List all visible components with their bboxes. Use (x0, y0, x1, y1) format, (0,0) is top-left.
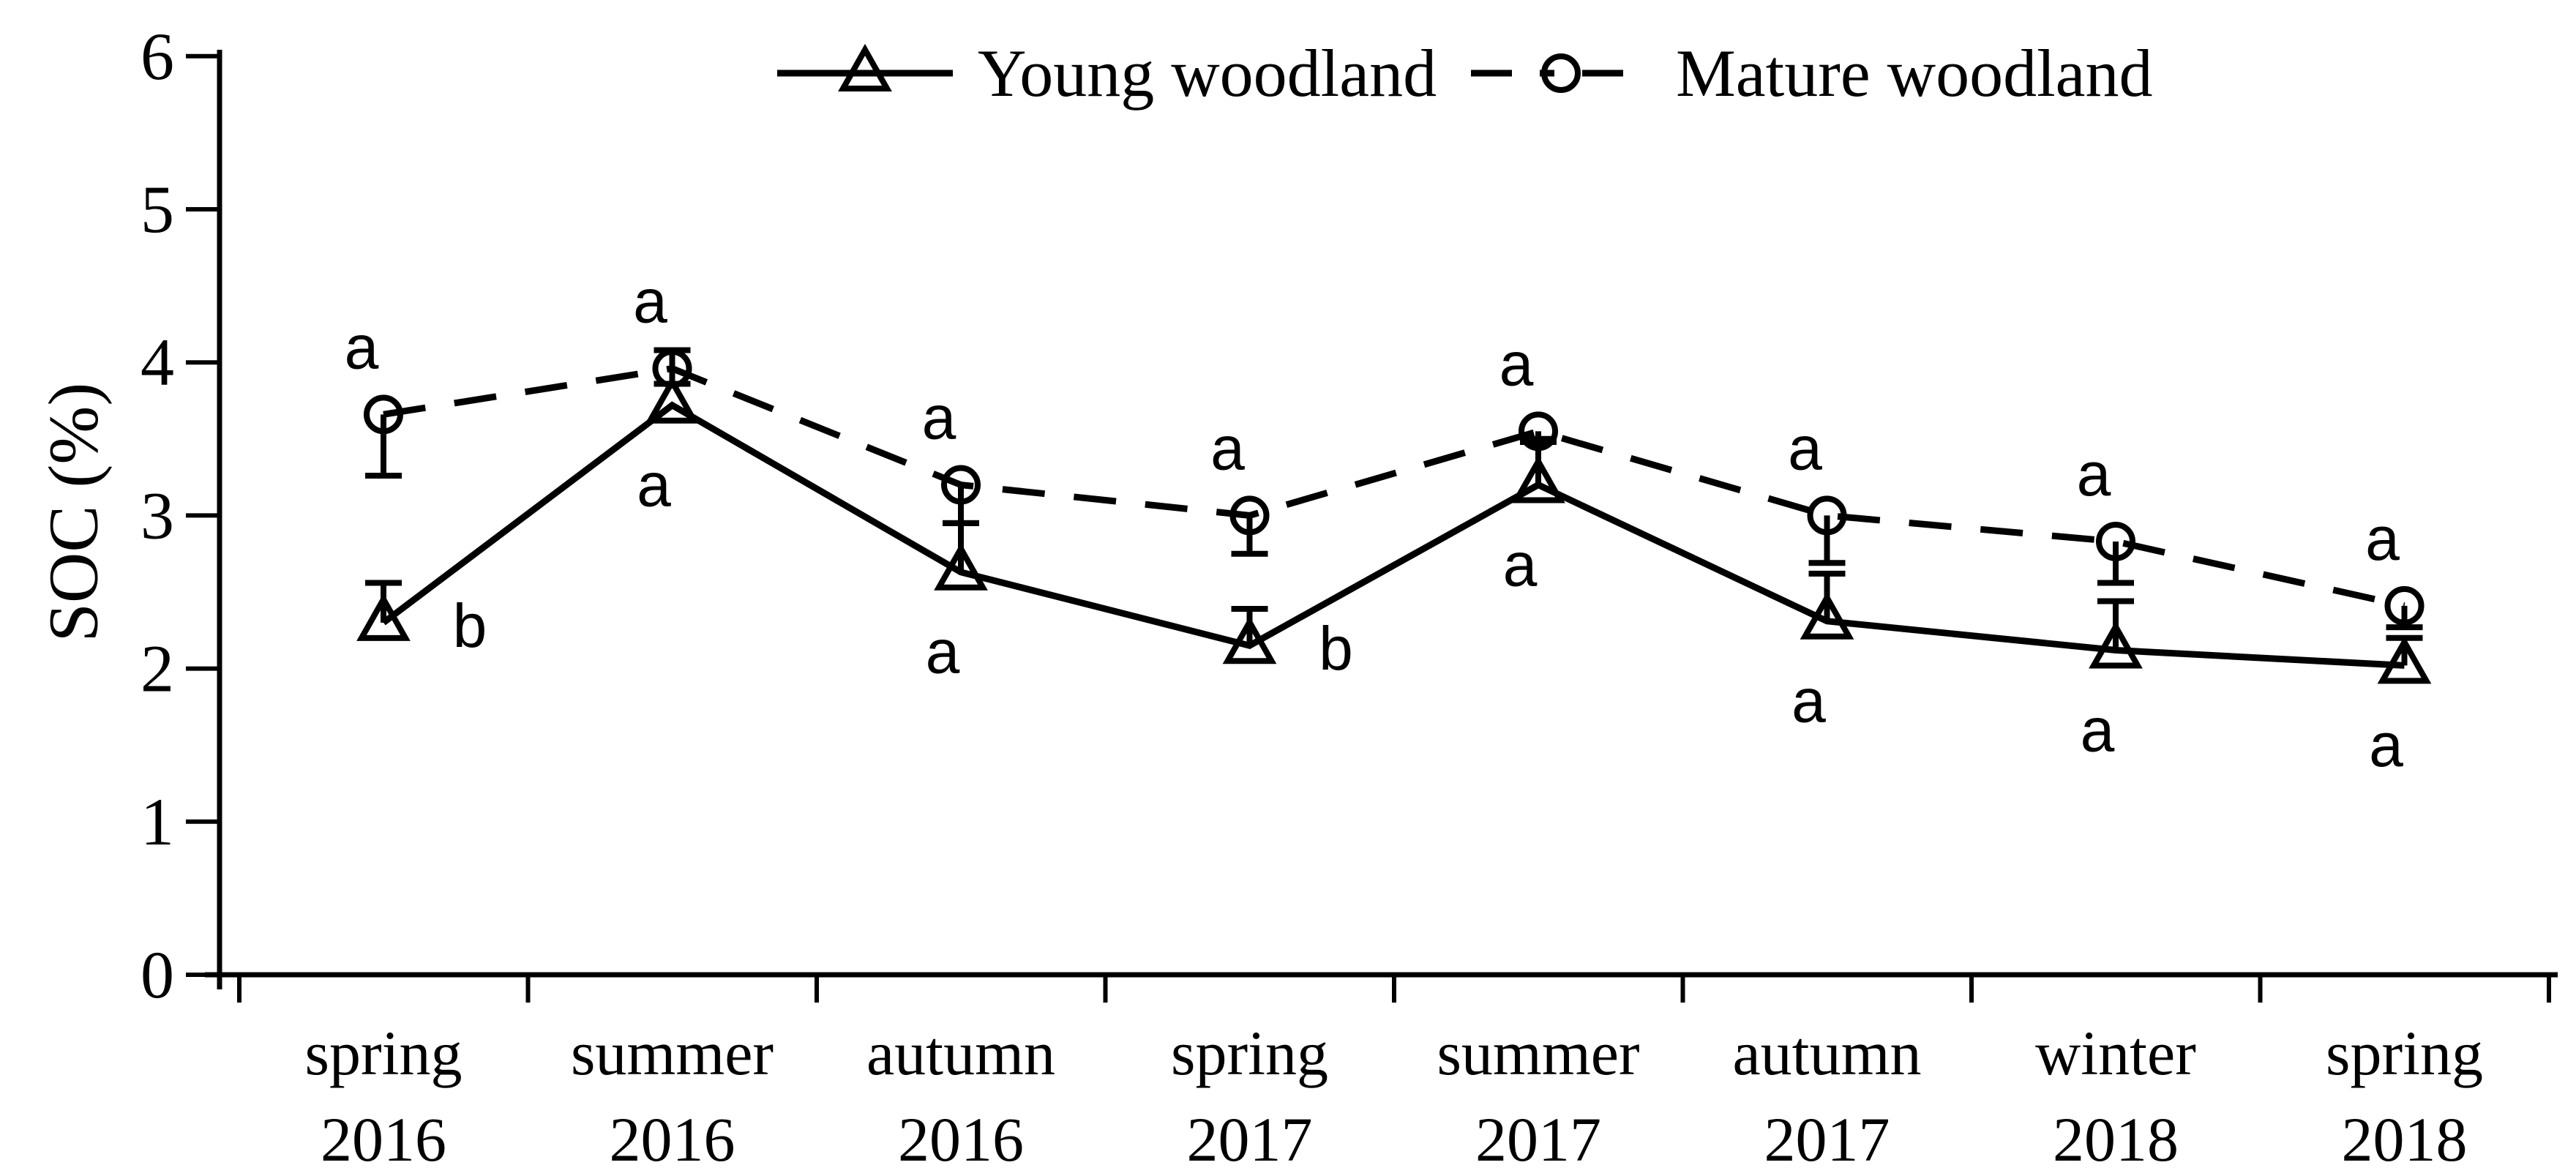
x-label-season: summer (571, 1018, 774, 1088)
legend-mature-marker (1541, 53, 1581, 93)
y-tick-label: 3 (141, 478, 174, 553)
mature-sig-letter: a (2365, 504, 2400, 573)
mature-sig-letter: a (2077, 440, 2111, 509)
y-axis-title: SOC (%) (34, 383, 113, 643)
mature-sig-letter: a (922, 383, 956, 452)
young-data-marker (1222, 616, 1277, 664)
mature-sig-letter: a (1788, 413, 1822, 482)
young-data-marker (2089, 621, 2143, 669)
young-sig-letter: a (637, 451, 671, 520)
x-label-year: 2018 (2342, 1104, 2468, 1175)
mature-sig-letter: a (345, 312, 379, 381)
x-label-season: autumn (1733, 1018, 1922, 1088)
mature-data-marker (941, 465, 981, 505)
mature-sig-letter: a (1499, 329, 1534, 398)
young-data-marker (356, 593, 411, 641)
legend-young-marker (838, 43, 892, 91)
mature-data-marker (1807, 495, 1847, 536)
mature-sig-letter: a (1210, 413, 1245, 482)
young-sig-letter: a (2081, 695, 2115, 764)
legend-mature-label: Mature woodland (1676, 36, 2153, 111)
young-data-marker (934, 542, 988, 591)
young-data-marker (2377, 636, 2432, 684)
y-tick-label: 0 (141, 937, 174, 1012)
mature-data-marker (1229, 495, 1270, 536)
x-label-year: 2017 (1475, 1104, 1601, 1175)
young-data-marker (1511, 455, 1565, 503)
y-tick-label: 5 (141, 172, 174, 247)
young-data-marker (1800, 591, 1854, 640)
young-data-marker (645, 375, 700, 424)
y-tick-label: 4 (141, 325, 174, 400)
young-woodland-line (381, 401, 2405, 669)
y-tick-label: 2 (141, 632, 174, 706)
x-label-year: 2016 (898, 1104, 1024, 1175)
x-label-year: 2017 (1764, 1104, 1890, 1175)
y-tick-label: 1 (141, 784, 174, 859)
young-sig-letter: a (1791, 667, 1826, 735)
mature-data-marker (1519, 411, 1558, 452)
young-sig-letter: b (453, 591, 487, 660)
x-label-season: spring (305, 1018, 463, 1088)
x-label-season: spring (1171, 1018, 1328, 1088)
x-label-season: spring (2326, 1018, 2483, 1088)
y-tick-label: 6 (141, 19, 174, 94)
x-label-season: summer (1437, 1018, 1639, 1088)
x-label-year: 2016 (610, 1104, 735, 1175)
young-sig-letter: a (926, 618, 960, 686)
x-label-year: 2016 (321, 1104, 446, 1175)
mature-data-marker (2384, 585, 2425, 626)
young-sig-letter: a (1503, 530, 1538, 599)
x-label-season: autumn (866, 1018, 1055, 1088)
young-sig-letter: b (1319, 614, 1353, 683)
x-label-year: 2018 (2053, 1104, 2179, 1175)
legend-young-label: Young woodland (978, 36, 1437, 111)
x-label-season: winter (2035, 1018, 2196, 1088)
mature-woodland-line (383, 364, 2405, 610)
young-sig-letter: a (2369, 711, 2403, 779)
mature-data-marker (2096, 521, 2135, 561)
x-label-year: 2017 (1187, 1104, 1313, 1175)
mature-sig-letter: a (633, 267, 667, 336)
mature-data-marker (364, 394, 403, 435)
